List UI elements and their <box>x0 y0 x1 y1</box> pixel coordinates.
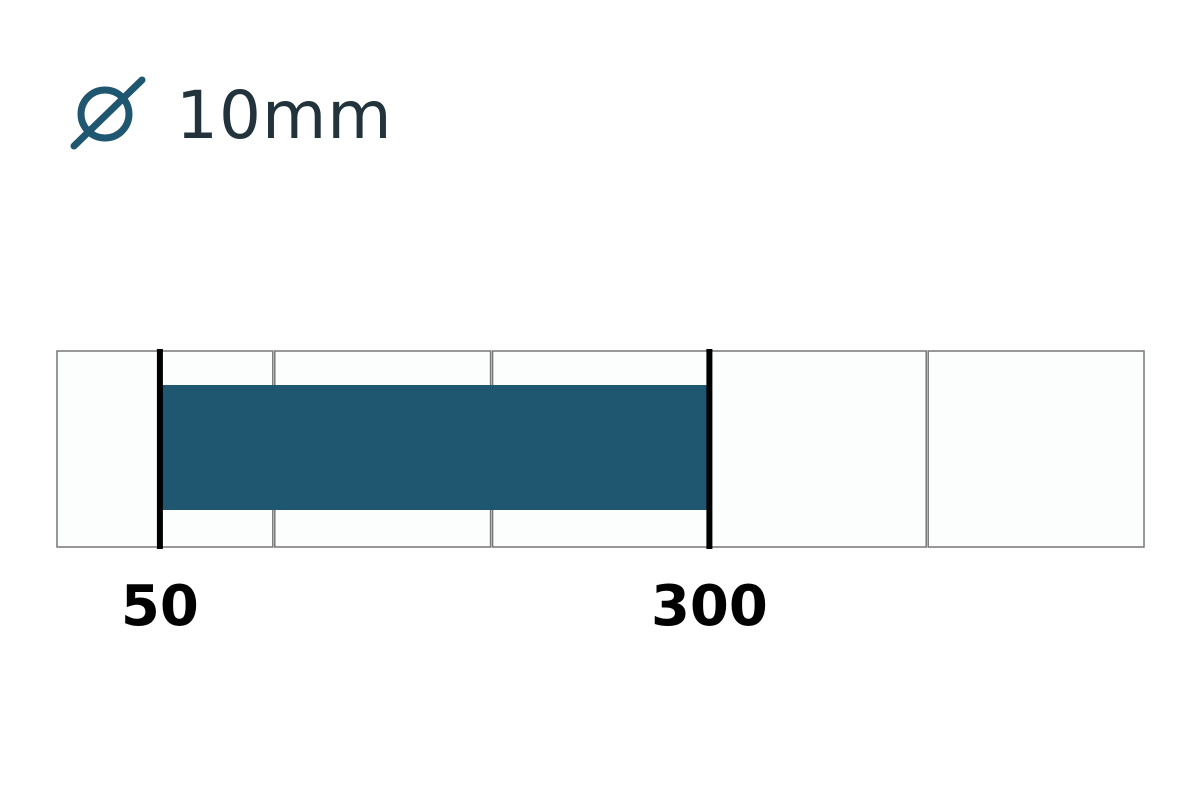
scale-cell <box>927 350 1145 548</box>
range-start-label: 50 <box>120 574 199 639</box>
diameter-icon <box>70 76 146 150</box>
scale-cell <box>274 350 492 548</box>
scale-cell <box>709 350 927 548</box>
scale-cell <box>56 350 274 548</box>
scale-cell <box>491 350 710 548</box>
diameter-value: 10mm <box>176 77 393 154</box>
range-end-label: 300 <box>650 574 768 639</box>
range-fill-bar <box>159 385 710 510</box>
